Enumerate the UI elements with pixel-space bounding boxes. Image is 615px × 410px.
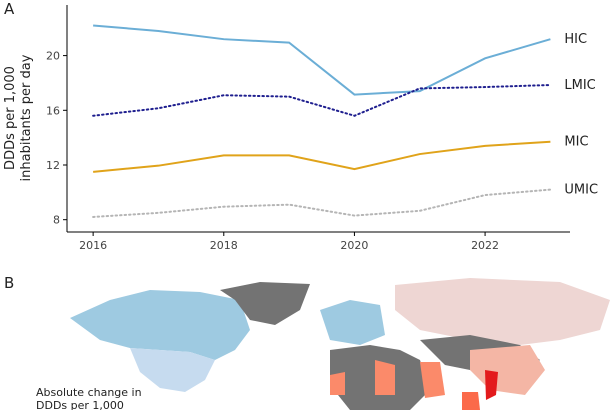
map-region <box>130 348 215 392</box>
legend-box <box>30 380 130 410</box>
series-label: MIC <box>564 135 588 150</box>
series-line <box>92 188 552 218</box>
map-region <box>470 345 545 395</box>
x-tick-label: 2018 <box>210 239 238 252</box>
x-tick-label: 2016 <box>79 239 107 252</box>
y-axis-label: DDDs per 1,000 <box>3 66 18 170</box>
series-label: UMIC <box>564 183 598 198</box>
map-region <box>375 360 395 395</box>
map-region <box>220 282 310 325</box>
legend-title: DDDs per 1,000 <box>36 399 124 410</box>
world-map <box>70 278 610 410</box>
map-region <box>395 278 610 345</box>
x-tick-label: 2020 <box>340 239 368 252</box>
map-region <box>320 300 385 345</box>
map-region <box>330 372 345 395</box>
map-region <box>70 290 250 360</box>
series-line <box>93 140 551 173</box>
map-region <box>462 392 480 410</box>
y-axis-label: inhabitants per day <box>19 54 34 181</box>
panel-label: B <box>4 274 14 292</box>
y-tick-label: 12 <box>46 159 60 172</box>
panel-label: A <box>4 0 15 18</box>
series-label: LMIC <box>564 78 595 93</box>
map-region <box>420 362 445 398</box>
x-tick-label: 2022 <box>471 239 499 252</box>
y-tick-label: 16 <box>46 104 60 117</box>
series-line <box>92 83 552 117</box>
y-tick-label: 8 <box>53 214 60 227</box>
series-label: HIC <box>564 32 587 47</box>
y-tick-label: 20 <box>46 50 60 63</box>
legend-title: Absolute change in <box>36 386 142 399</box>
series-line <box>93 24 551 96</box>
map-region <box>485 370 498 400</box>
